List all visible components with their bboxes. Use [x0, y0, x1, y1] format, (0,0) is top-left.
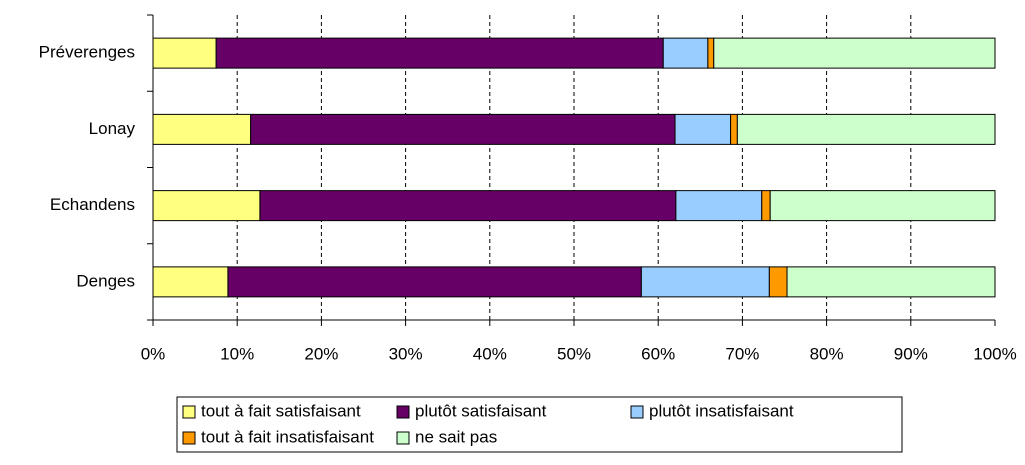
- x-tick-label: 100%: [973, 344, 1016, 363]
- bar-segment: [662, 37, 709, 69]
- bar-segment: [675, 190, 763, 222]
- legend-swatch: [182, 405, 196, 419]
- y-tick-label: Denges: [76, 271, 135, 290]
- bar-segment: [152, 190, 261, 222]
- legend-label: tout à fait satisfaisant: [201, 401, 361, 420]
- bar-segment: [259, 190, 677, 222]
- bar-segment: [761, 190, 771, 222]
- legend-label: tout à fait insatisfaisant: [201, 427, 374, 446]
- x-tick-label: 60%: [641, 344, 675, 363]
- bar-segment: [730, 113, 738, 145]
- bar-segment: [152, 266, 229, 298]
- y-tick-label: Echandens: [50, 195, 135, 214]
- x-tick-label: 40%: [473, 344, 507, 363]
- legend-swatch: [630, 405, 644, 419]
- bar-segment: [786, 266, 996, 298]
- bar-segment: [736, 113, 996, 145]
- bar-segment: [640, 266, 770, 298]
- x-tick-label: 50%: [557, 344, 591, 363]
- bar-segment: [769, 190, 996, 222]
- x-tick-label: 20%: [304, 344, 338, 363]
- bar-segment: [152, 113, 252, 145]
- legend-swatch: [396, 405, 410, 419]
- bar-segment: [215, 37, 664, 69]
- bar-segment: [713, 37, 996, 69]
- bar-segment: [152, 37, 217, 69]
- bar-segment: [707, 37, 715, 69]
- bar-segment: [674, 113, 732, 145]
- bar-segment: [250, 113, 676, 145]
- x-tick-label: 80%: [810, 344, 844, 363]
- legend-label: plutôt insatisfaisant: [649, 401, 794, 420]
- legend-swatch: [396, 431, 410, 445]
- legend-label: ne sait pas: [415, 427, 497, 446]
- bar-segment: [227, 266, 642, 298]
- x-tick-label: 30%: [389, 344, 423, 363]
- x-tick-label: 10%: [220, 344, 254, 363]
- legend-label: plutôt satisfaisant: [415, 401, 547, 420]
- legend-box: [176, 396, 903, 453]
- legend-swatch: [182, 431, 196, 445]
- x-tick-label: 70%: [725, 344, 759, 363]
- y-tick-label: Préverenges: [39, 43, 135, 62]
- x-tick-label: 90%: [894, 344, 928, 363]
- y-tick-label: Lonay: [89, 119, 136, 138]
- x-tick-label: 0%: [141, 344, 166, 363]
- bar-segment: [768, 266, 788, 298]
